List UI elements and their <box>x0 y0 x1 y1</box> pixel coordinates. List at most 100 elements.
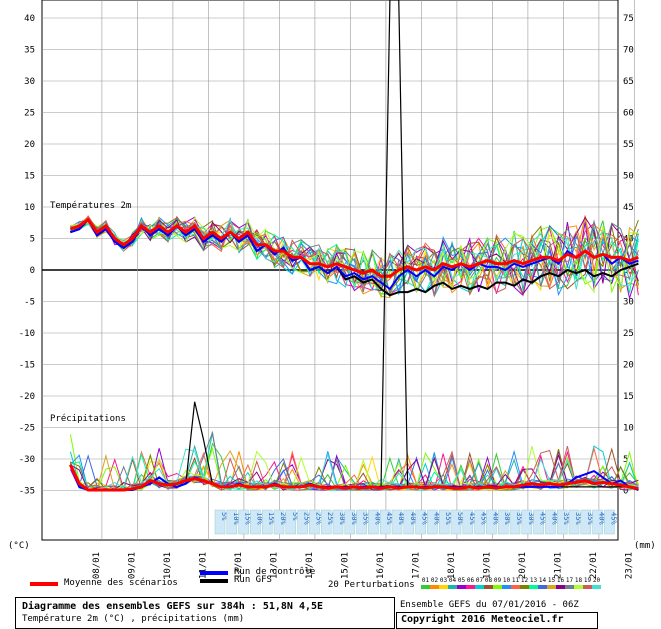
left-tick-label: 15 <box>24 172 35 182</box>
prob-cell <box>486 509 497 535</box>
left-tick-label: 40 <box>24 14 35 24</box>
left-tick-label: 35 <box>24 46 35 56</box>
prob-cell <box>415 509 426 535</box>
perturb-precip-line <box>69 445 639 491</box>
temperature-panel-label: Températures 2m <box>50 200 131 211</box>
copyright: Copyright 2016 Meteociel.fr <box>401 614 564 625</box>
perturb-id: 16 <box>556 577 565 589</box>
perturb-precip-line <box>69 445 639 492</box>
prob-cell <box>250 509 261 535</box>
copyright-box: Copyright 2016 Meteociel.fr <box>396 612 598 629</box>
prob-label: 40% <box>409 512 417 525</box>
right-tick-label: 15 <box>623 392 634 402</box>
title-box: Diagramme des ensembles GEFS sur 384h : … <box>15 597 395 629</box>
perturb-temp-line <box>70 216 639 295</box>
perturb-id: 08 <box>484 577 493 589</box>
left-tick-label: 5 <box>30 235 35 245</box>
prob-label: 25% <box>303 512 311 525</box>
prob-label: 15% <box>244 512 252 525</box>
chart-subtitle: Température 2m (°C) , précipitations (mm… <box>22 614 245 624</box>
x-tick-label: 19/01 <box>482 552 492 579</box>
perturb-id-list: 01 02 03 04 05 06 07 08 09 10 11 12 13 14 15 16 17 18 19 20 <box>421 575 601 589</box>
perturb-id: 12 <box>520 577 529 589</box>
control-legend-label: Run de contrôle <box>234 567 316 577</box>
prob-label: 40% <box>491 512 499 525</box>
perturb-id: 09 <box>493 577 502 589</box>
prob-label: 30% <box>338 512 346 525</box>
perturb-temp-line <box>70 217 639 300</box>
perturb-id: 01 <box>421 577 430 589</box>
prob-cell <box>226 509 238 535</box>
prob-cell <box>344 509 356 535</box>
left-tick-label: 30 <box>24 77 35 87</box>
prob-label: 50% <box>456 512 464 525</box>
prob-label: 35% <box>362 512 370 525</box>
x-tick-label: 16/01 <box>376 552 386 579</box>
perturb-id: 10 <box>502 577 511 589</box>
perturb-id: 15 <box>547 577 556 589</box>
mean-legend-label: Moyenne des scénarios <box>64 578 178 588</box>
prob-cell <box>521 509 533 535</box>
prob-label: 55% <box>444 512 452 525</box>
prob-label: 40% <box>397 512 405 525</box>
left-tick-label: -5 <box>24 298 35 308</box>
prob-cell <box>332 509 344 535</box>
left-tick-label: -35 <box>19 487 35 497</box>
prob-label: 35% <box>574 512 582 525</box>
prob-cell <box>450 509 462 535</box>
right-tick-label: 60 <box>623 109 634 119</box>
x-tick-label: 22/01 <box>589 552 599 579</box>
perturb-id: 06 <box>466 577 475 589</box>
x-tick-label: 10/01 <box>163 552 173 579</box>
x-tick-label: 15/01 <box>340 552 350 579</box>
prob-cell <box>438 509 450 535</box>
prob-cell <box>580 509 592 535</box>
left-tick-label: -20 <box>19 392 35 402</box>
prob-label: 15% <box>267 512 275 525</box>
left-tick-label: -30 <box>19 455 35 465</box>
perturb-id: 03 <box>439 577 448 589</box>
left-axis-labels: 40 35 30 25 20 15 10 5 0 -5 -10 -15 -20 -25 -30 -35 <box>19 14 35 497</box>
perturb-legend-label: 20 Perturbations <box>328 580 415 590</box>
x-tick-label: 20/01 <box>518 552 528 579</box>
chart-title: Diagramme des ensembles GEFS sur 384h : … <box>22 601 324 612</box>
perturb-id: 07 <box>475 577 484 589</box>
left-tick-label: -10 <box>19 329 35 339</box>
x-tick-label: 17/01 <box>411 552 421 579</box>
x-tick-label: 23/01 <box>624 552 634 579</box>
prob-label: 10% <box>232 512 240 525</box>
perturbation-lines <box>69 215 639 492</box>
prob-label: 45% <box>539 512 547 525</box>
precipitation-mean-line <box>69 464 639 492</box>
prob-label: 25% <box>326 512 334 525</box>
prob-cell <box>368 509 379 535</box>
temperature-mean-line <box>69 217 639 278</box>
main-lines <box>69 0 639 492</box>
prob-cell <box>320 509 332 535</box>
prob-label: 20% <box>279 512 287 525</box>
right-tick-label: 50 <box>623 172 634 182</box>
precipitation-gfs-line <box>69 0 639 491</box>
left-tick-label: 10 <box>24 203 35 213</box>
prob-label: 40% <box>598 512 606 525</box>
gfs-legend-swatch <box>200 579 228 583</box>
prob-cell <box>403 509 415 535</box>
prob-label: 45% <box>385 512 393 525</box>
x-tick-label: 12/01 <box>234 552 244 579</box>
perturb-id: 19 <box>583 577 592 589</box>
prob-cell <box>309 509 320 535</box>
prob-cell <box>238 509 249 535</box>
right-tick-label: 65 <box>623 77 634 87</box>
prob-label: 5% <box>291 512 299 521</box>
prob-cell <box>462 509 474 535</box>
x-axis-labels: 08/01 09/01 10/01 11/01 12/01 13/01 14/01 15/01… <box>92 552 635 579</box>
left-tick-label: -15 <box>19 361 35 371</box>
right-tick-label: 70 <box>623 46 634 56</box>
x-tick-label: 14/01 <box>305 552 315 579</box>
right-tick-label: 0 <box>623 487 628 497</box>
x-tick-label: 18/01 <box>447 552 457 579</box>
prob-cell <box>497 509 509 535</box>
left-tick-label: 20 <box>24 140 35 150</box>
